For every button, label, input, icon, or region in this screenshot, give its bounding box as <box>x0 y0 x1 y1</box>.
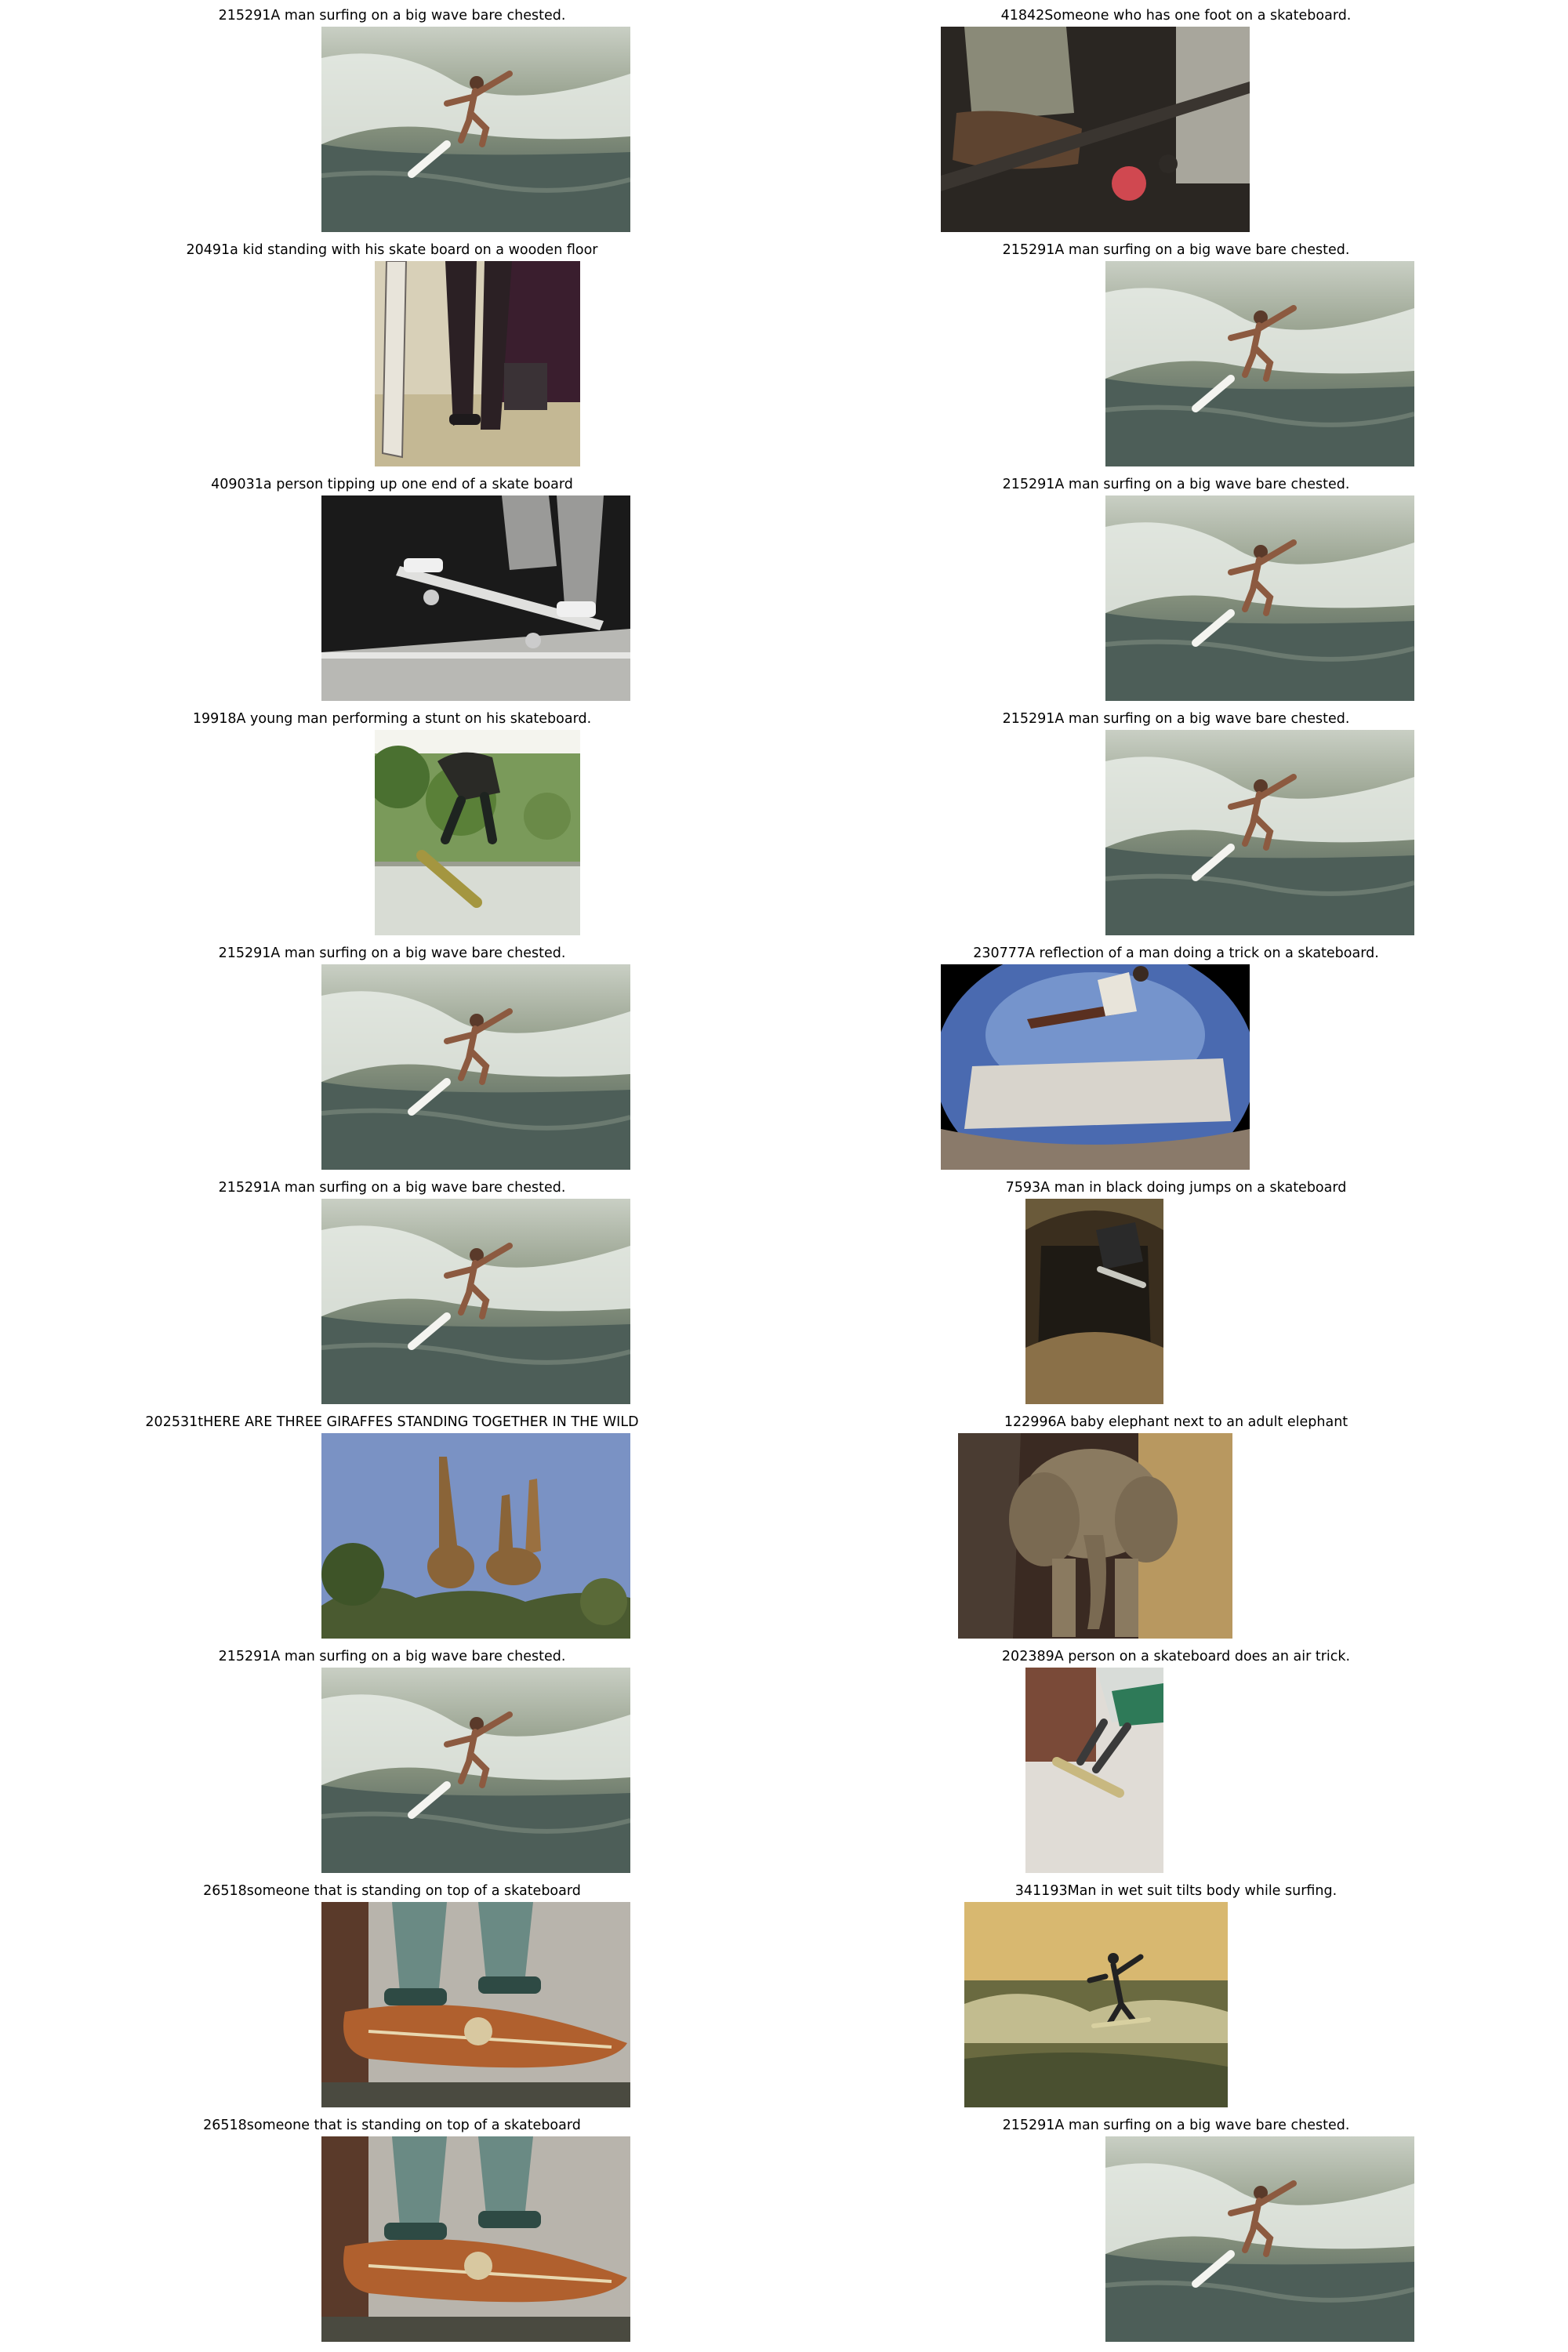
photo-elephant <box>958 1433 1232 1639</box>
image-caption: 7593A man in black doing jumps on a skat… <box>1005 1180 1347 1196</box>
photo-longboard <box>321 2136 630 2342</box>
grid-cell: 215291A man surfing on a big wave bare c… <box>0 1172 784 1406</box>
image-caption: 202531tHERE ARE THREE GIRAFFES STANDING … <box>145 1414 639 1430</box>
photo-halfpipe <box>1025 1199 1163 1404</box>
grid-cell: 215291A man surfing on a big wave bare c… <box>784 469 1568 703</box>
grid-cell: 26518someone that is standing on top of … <box>0 2110 784 2344</box>
grid-cell: 41842Someone who has one foot on a skate… <box>784 0 1568 234</box>
grid-cell: 19918A young man performing a stunt on h… <box>0 703 784 938</box>
photo-kid-board <box>375 261 580 466</box>
image-caption: 202389A person on a skateboard does an a… <box>1001 1649 1351 1664</box>
photo-surf <box>321 27 630 232</box>
image-caption: 41842Someone who has one foot on a skate… <box>1000 8 1352 24</box>
image-caption: 215291A man surfing on a big wave bare c… <box>218 946 566 961</box>
photo-surf <box>321 964 630 1170</box>
image-caption: 215291A man surfing on a big wave bare c… <box>1002 711 1350 727</box>
image-caption: 215291A man surfing on a big wave bare c… <box>1002 242 1350 258</box>
image-caption: 20491a kid standing with his skate board… <box>186 242 598 258</box>
photo-surf <box>1105 261 1414 466</box>
photo-stunt <box>375 730 580 935</box>
image-caption: 215291A man surfing on a big wave bare c… <box>218 1649 566 1664</box>
grid-cell: 215291A man surfing on a big wave bare c… <box>0 0 784 234</box>
photo-bw-skate <box>321 495 630 701</box>
photo-surf <box>1105 495 1414 701</box>
grid-cell: 341193Man in wet suit tilts body while s… <box>784 1875 1568 2110</box>
photo-skate-foot <box>941 27 1250 232</box>
photo-surf <box>1105 730 1414 935</box>
grid-cell: 122996A baby elephant next to an adult e… <box>784 1406 1568 1641</box>
image-caption: 341193Man in wet suit tilts body while s… <box>1014 1883 1338 1899</box>
image-caption: 26518someone that is standing on top of … <box>203 1883 581 1899</box>
grid-cell: 409031a person tipping up one end of a s… <box>0 469 784 703</box>
image-caption: 215291A man surfing on a big wave bare c… <box>1002 2118 1350 2133</box>
photo-longboard <box>321 1902 630 2107</box>
grid-cell: 215291A man surfing on a big wave bare c… <box>784 234 1568 469</box>
image-caption: 122996A baby elephant next to an adult e… <box>1004 1414 1348 1430</box>
image-caption: 215291A man surfing on a big wave bare c… <box>218 1180 566 1196</box>
photo-sunset-surf <box>964 1902 1228 2107</box>
photo-surf <box>321 1668 630 1873</box>
photo-giraffes <box>321 1433 630 1639</box>
photo-fisheye <box>941 964 1250 1170</box>
grid-cell: 215291A man surfing on a big wave bare c… <box>0 938 784 1172</box>
grid-cell: 230777A reflection of a man doing a tric… <box>784 938 1568 1172</box>
grid-cell: 215291A man surfing on a big wave bare c… <box>784 2110 1568 2344</box>
grid-cell: 202389A person on a skateboard does an a… <box>784 1641 1568 1875</box>
image-caption: 230777A reflection of a man doing a tric… <box>973 946 1379 961</box>
image-caption: 215291A man surfing on a big wave bare c… <box>218 8 566 24</box>
photo-air-trick <box>1025 1668 1163 1873</box>
image-caption: 409031a person tipping up one end of a s… <box>211 477 573 492</box>
grid-cell: 215291A man surfing on a big wave bare c… <box>0 1641 784 1875</box>
image-caption: 26518someone that is standing on top of … <box>203 2118 581 2133</box>
image-caption: 19918A young man performing a stunt on h… <box>192 711 592 727</box>
photo-surf <box>1105 2136 1414 2342</box>
grid-cell: 215291A man surfing on a big wave bare c… <box>784 703 1568 938</box>
grid-cell: 7593A man in black doing jumps on a skat… <box>784 1172 1568 1406</box>
grid-cell: 26518someone that is standing on top of … <box>0 1875 784 2110</box>
image-caption: 215291A man surfing on a big wave bare c… <box>1002 477 1350 492</box>
photo-surf <box>321 1199 630 1404</box>
grid-cell: 20491a kid standing with his skate board… <box>0 234 784 469</box>
grid-cell: 202531tHERE ARE THREE GIRAFFES STANDING … <box>0 1406 784 1641</box>
